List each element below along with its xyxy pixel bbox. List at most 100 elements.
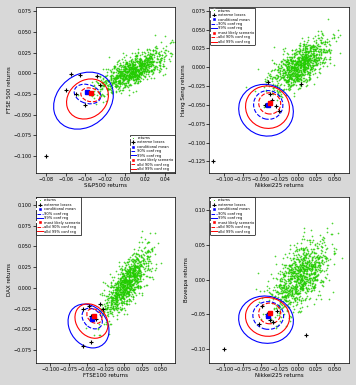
Point (116, 294, 122, 300)
Point (300, 67, 306, 73)
Point (298, 52, 303, 58)
Point (310, 42, 315, 49)
Point (123, 66, 129, 72)
Point (277, 285, 283, 291)
Point (117, 72, 123, 79)
Point (126, 74, 132, 80)
Point (281, 273, 287, 280)
Point (294, 283, 299, 290)
Point (119, 305, 125, 311)
Point (285, 60, 290, 67)
Point (289, 273, 295, 279)
Point (105, 322, 110, 328)
Point (117, 78, 123, 84)
Point (305, 70, 310, 76)
Point (137, 60, 143, 67)
Point (280, 50, 286, 57)
Point (104, 300, 110, 306)
Point (263, 87, 269, 93)
Point (100, 75, 106, 81)
Point (285, 71, 291, 77)
Point (140, 60, 146, 66)
Point (119, 56, 125, 62)
Point (299, 282, 304, 288)
Point (106, 313, 111, 319)
Point (313, 259, 318, 266)
Point (140, 292, 145, 298)
Point (291, 274, 297, 280)
Point (312, 48, 317, 54)
Point (99, 291, 105, 298)
Point (121, 69, 126, 75)
Point (146, 263, 151, 269)
Point (295, 256, 301, 262)
Point (307, 62, 313, 68)
Point (272, 65, 278, 72)
Point (277, 290, 283, 296)
Point (310, 262, 315, 268)
Point (126, 279, 132, 285)
Point (121, 64, 127, 70)
Point (311, 250, 317, 256)
Point (120, 278, 125, 285)
Point (110, 78, 116, 84)
Point (134, 258, 139, 264)
Point (130, 65, 136, 72)
Point (279, 314, 284, 320)
Point (299, 285, 305, 291)
Point (314, 50, 319, 57)
Point (299, 64, 304, 70)
Point (133, 278, 139, 284)
Point (110, 73, 115, 79)
Point (333, 38, 339, 44)
Point (281, 60, 286, 66)
Point (288, 64, 294, 70)
Point (278, 81, 284, 87)
Point (127, 273, 133, 279)
Point (127, 273, 132, 279)
Point (113, 88, 119, 94)
Point (302, 69, 307, 75)
Point (305, 54, 311, 60)
Point (122, 61, 127, 67)
Point (134, 59, 140, 65)
Point (293, 281, 299, 287)
Point (312, 258, 318, 264)
Point (103, 318, 109, 325)
Point (129, 286, 134, 292)
Point (119, 270, 125, 276)
Point (127, 269, 133, 275)
Point (270, 91, 276, 97)
Point (292, 278, 297, 284)
Point (297, 51, 303, 57)
Point (133, 281, 139, 287)
Point (292, 50, 298, 57)
Point (118, 280, 124, 286)
Point (321, 55, 327, 61)
Point (288, 80, 294, 86)
Point (289, 276, 295, 282)
Point (303, 268, 309, 274)
Point (114, 65, 120, 71)
Point (132, 274, 138, 280)
Point (116, 291, 121, 297)
Point (122, 65, 128, 71)
Point (127, 264, 133, 270)
Point (292, 261, 297, 267)
Point (124, 75, 130, 81)
Point (286, 83, 291, 89)
Point (290, 82, 296, 89)
Point (122, 287, 128, 293)
Point (119, 293, 125, 299)
Point (175, 42, 181, 48)
Point (129, 62, 135, 69)
Point (281, 303, 287, 309)
Point (312, 282, 318, 288)
Point (138, 234, 144, 240)
Point (299, 259, 304, 265)
Point (281, 285, 287, 291)
Point (295, 62, 300, 68)
Point (131, 270, 136, 276)
Point (144, 57, 150, 64)
Point (283, 290, 289, 296)
